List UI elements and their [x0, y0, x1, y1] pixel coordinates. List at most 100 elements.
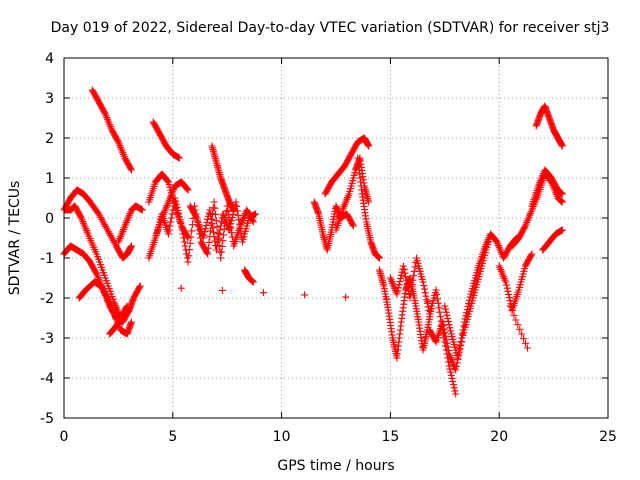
data-point	[516, 325, 524, 333]
data-point	[94, 274, 102, 282]
data-point	[408, 281, 416, 289]
data-point	[219, 237, 227, 245]
data-point	[420, 285, 428, 293]
data-point	[175, 154, 183, 162]
data-point	[77, 213, 85, 221]
data-point	[495, 262, 503, 270]
data-point	[111, 314, 119, 322]
data-point	[210, 198, 218, 206]
data-point	[104, 294, 112, 302]
data-point	[434, 295, 442, 303]
data-point	[463, 306, 471, 314]
y-tick-label: -1	[40, 251, 54, 267]
data-point	[395, 281, 403, 289]
y-tick-label: -5	[40, 411, 54, 427]
data-point	[171, 194, 179, 202]
data-point	[114, 238, 122, 246]
data-point	[174, 206, 182, 214]
data-point	[443, 339, 451, 347]
data-point	[135, 283, 143, 291]
y-tick-label: -3	[40, 331, 54, 347]
data-point	[108, 235, 116, 243]
data-point	[444, 318, 452, 326]
data-point	[394, 284, 402, 292]
data-point	[207, 215, 215, 223]
data-point	[502, 278, 510, 286]
data-point	[220, 225, 228, 233]
data-point	[407, 290, 415, 298]
data-point	[497, 266, 505, 274]
y-axis-label: SDTVAR / TECUs	[7, 181, 23, 296]
data-point	[121, 222, 129, 230]
data-point	[454, 354, 462, 362]
data-point	[217, 254, 225, 262]
data-point	[539, 171, 547, 179]
data-point	[202, 222, 210, 230]
data-point	[457, 338, 465, 346]
data-point	[180, 238, 188, 246]
data-point	[339, 204, 347, 212]
data-point	[232, 198, 240, 206]
data-point	[123, 217, 131, 225]
data-point	[233, 207, 241, 215]
data-point	[221, 215, 229, 223]
data-point	[236, 220, 244, 228]
data-point	[512, 316, 520, 324]
data-point	[341, 201, 349, 209]
data-point	[497, 247, 505, 255]
data-point	[527, 251, 535, 259]
data-point	[446, 365, 454, 373]
data-point	[392, 288, 400, 296]
data-point	[230, 206, 238, 214]
data-point	[183, 184, 191, 192]
data-point	[119, 226, 127, 234]
data-point	[181, 242, 189, 250]
data-point	[105, 298, 113, 306]
data-point	[521, 223, 529, 231]
data-point	[400, 266, 408, 274]
data-point	[122, 218, 130, 226]
data-point	[185, 246, 193, 254]
data-point	[433, 290, 441, 298]
data-point	[436, 308, 444, 316]
data-point	[494, 240, 502, 248]
data-point	[106, 299, 114, 307]
data-point	[410, 272, 418, 280]
data-point	[217, 222, 225, 230]
data-point	[558, 142, 566, 150]
data-point	[450, 384, 458, 392]
data-point	[122, 220, 130, 228]
data-point	[116, 142, 124, 150]
data-point	[219, 210, 227, 218]
data-point	[211, 237, 219, 245]
data-point	[405, 290, 413, 298]
data-point	[178, 226, 186, 234]
data-point	[204, 244, 212, 252]
y-tick-label: 2	[45, 131, 54, 147]
data-point	[215, 230, 223, 238]
data-point	[499, 271, 507, 279]
data-point	[222, 219, 230, 227]
x-axis-label: GPS time / hours	[277, 458, 394, 474]
data-point	[125, 213, 133, 221]
data-point	[102, 222, 110, 230]
data-point	[124, 215, 132, 223]
data-point	[435, 304, 443, 312]
data-point	[394, 287, 402, 295]
data-point	[111, 312, 119, 320]
data-point	[77, 214, 85, 222]
data-point	[422, 292, 430, 300]
data-point	[226, 223, 234, 231]
data-point	[178, 222, 186, 230]
data-point	[82, 226, 90, 234]
data-point	[514, 321, 522, 329]
data-point	[482, 241, 490, 249]
data-point	[451, 364, 459, 372]
data-point	[208, 219, 216, 227]
data-point	[341, 199, 349, 207]
data-point	[126, 210, 134, 218]
data-point	[199, 234, 207, 242]
data-point	[434, 299, 442, 307]
data-point	[93, 272, 101, 280]
data-point	[506, 302, 514, 310]
